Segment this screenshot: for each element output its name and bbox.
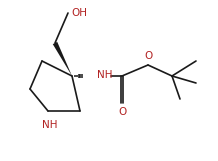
Text: O: O: [118, 107, 126, 117]
Text: NH: NH: [97, 70, 112, 80]
Text: O: O: [144, 51, 152, 61]
Text: NH: NH: [42, 120, 58, 130]
Text: OH: OH: [71, 8, 87, 18]
Polygon shape: [53, 42, 72, 76]
